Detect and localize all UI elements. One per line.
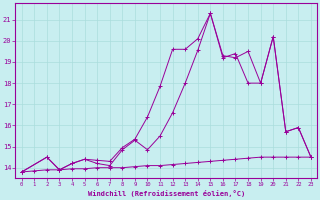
X-axis label: Windchill (Refroidissement éolien,°C): Windchill (Refroidissement éolien,°C)	[88, 190, 245, 197]
